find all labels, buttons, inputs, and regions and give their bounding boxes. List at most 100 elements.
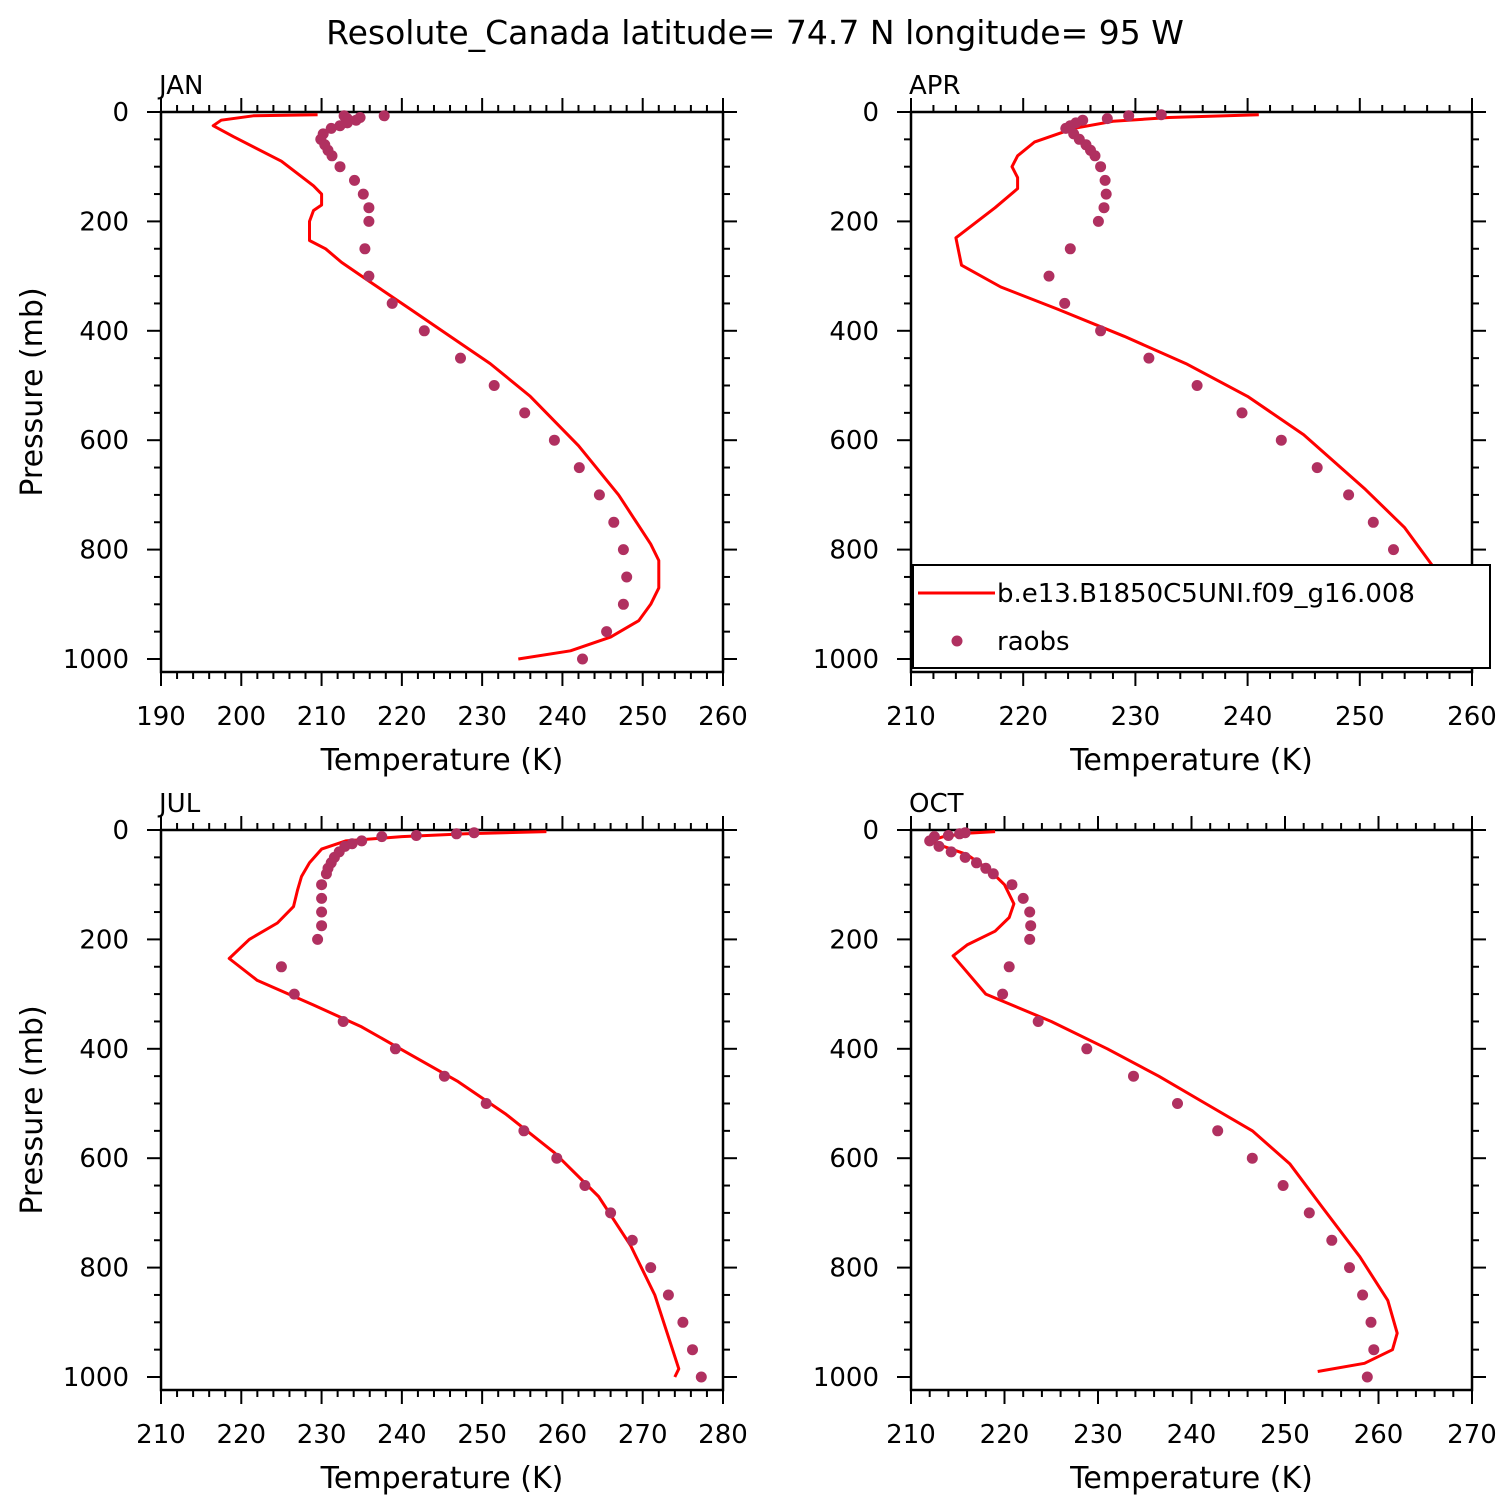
y-tick-label: 200 [829, 925, 879, 955]
y-tick-label: 400 [829, 1035, 879, 1065]
model-profile-line [227, 830, 681, 1378]
y-tick-label: 0 [862, 816, 879, 846]
x-axis-title: Temperature (K) [320, 743, 564, 778]
x-axis-title: Temperature (K) [320, 1461, 564, 1496]
raobs-point [451, 828, 462, 840]
raobs-point [363, 202, 375, 214]
raobs-point [1365, 1316, 1377, 1328]
raobs-point [1003, 961, 1015, 973]
raobs-point [1017, 892, 1029, 904]
raobs-point [1032, 1016, 1044, 1027]
raobs-point [1343, 489, 1355, 501]
raobs-point [1089, 150, 1101, 162]
x-tick-label: 240 [538, 702, 588, 732]
raobs-point [593, 489, 605, 501]
x-tick-label: 250 [457, 1420, 507, 1450]
raobs-point [356, 835, 368, 847]
y-tick-label: 800 [79, 1254, 129, 1284]
raobs-point [363, 215, 375, 227]
y-axis-title: Pressure (mb) [15, 1005, 50, 1214]
raobs-point [518, 1125, 530, 1137]
raobs-point [1043, 270, 1055, 282]
raobs-point [626, 1234, 638, 1246]
y-tick-label: 1000 [63, 1363, 129, 1393]
y-tick-label: 1000 [813, 1363, 879, 1393]
raobs-point [357, 188, 369, 200]
raobs-point [1388, 544, 1399, 556]
panel-oct: 210 220 230 240 250 260 270 0 200 400 600 800 1000 OC… [813, 789, 1497, 1496]
raobs-point [695, 1371, 707, 1383]
raobs-point [1098, 202, 1110, 214]
raobs-point [551, 1152, 563, 1164]
raobs-point [1095, 325, 1107, 337]
x-tick-label: 210 [297, 702, 347, 732]
raobs-point [1212, 1125, 1224, 1137]
raobs-point [337, 1016, 349, 1027]
raobs-point [316, 879, 328, 891]
raobs-point [645, 1262, 657, 1274]
raobs-point [1024, 933, 1036, 945]
legend-model-label: b.e13.B1850C5UNI.f09_g16.008 [997, 579, 1415, 609]
raobs-point [548, 434, 560, 446]
y-tick-label: 200 [79, 925, 129, 955]
legend-obs-label: raobs [997, 627, 1070, 657]
raobs-point [942, 830, 954, 841]
y-tick-label: 400 [829, 317, 879, 347]
raobs-point [359, 243, 371, 255]
raobs-point [1064, 243, 1076, 255]
raobs-point [410, 830, 422, 841]
x-tick-label: 200 [216, 702, 266, 732]
raobs-point [601, 626, 613, 638]
raobs-point [971, 857, 982, 869]
raobs-point [1099, 174, 1111, 186]
x-axis-title: Temperature (K) [1069, 743, 1313, 778]
x-tick-label: 250 [1260, 1420, 1310, 1450]
raobs-point [924, 835, 936, 847]
raobs-point [1081, 1043, 1093, 1055]
panel-label: OCT [909, 789, 964, 819]
raobs-point [1092, 215, 1104, 227]
x-tick-label: 190 [136, 702, 186, 732]
plot-frame [159, 110, 725, 674]
panel-label: JUL [157, 789, 201, 819]
y-tick-label: 1000 [63, 645, 129, 675]
raobs-point [316, 892, 328, 904]
x-tick-label: 210 [886, 1420, 936, 1450]
raobs-point [1123, 110, 1135, 122]
raobs-point [605, 1207, 617, 1219]
raobs-point [579, 1180, 591, 1191]
raobs-point [386, 297, 398, 309]
x-tick-label: 210 [886, 702, 936, 732]
raobs-point [577, 653, 588, 665]
raobs-point [987, 868, 999, 880]
raobs-point [334, 161, 346, 173]
raobs-point [1246, 1152, 1258, 1164]
raobs-point [1367, 516, 1379, 528]
raobs-point [1155, 109, 1167, 121]
raobs-point [621, 571, 633, 583]
x-tick-label: 250 [1335, 702, 1385, 732]
raobs-point [1100, 188, 1112, 200]
raobs-point [1368, 1344, 1380, 1356]
raobs-point [1059, 297, 1071, 309]
raobs-point [312, 933, 324, 945]
panel-label: APR [909, 71, 961, 101]
x-tick-label: 210 [136, 1420, 186, 1450]
y-tick-label: 400 [79, 1035, 129, 1065]
raobs-point [363, 270, 375, 282]
raobs-point [662, 1289, 674, 1301]
y-tick-label: 0 [112, 98, 129, 128]
y-tick-label: 200 [829, 207, 879, 237]
panel-jul: 210 220 230 240 250 260 270 280 0 200 400 600 800 100… [15, 789, 748, 1496]
raobs-point [316, 906, 328, 918]
raobs-point [334, 120, 346, 132]
raobs-point [488, 380, 500, 391]
raobs-point [326, 150, 338, 162]
x-tick-label: 240 [377, 1420, 427, 1450]
raobs-point [687, 1344, 698, 1356]
x-tick-label: 230 [1111, 702, 1161, 732]
x-tick-label: 260 [698, 702, 748, 732]
y-axis-title: Pressure (mb) [15, 287, 50, 496]
x-tick-label: 250 [618, 702, 668, 732]
raobs-point [1361, 1371, 1373, 1383]
